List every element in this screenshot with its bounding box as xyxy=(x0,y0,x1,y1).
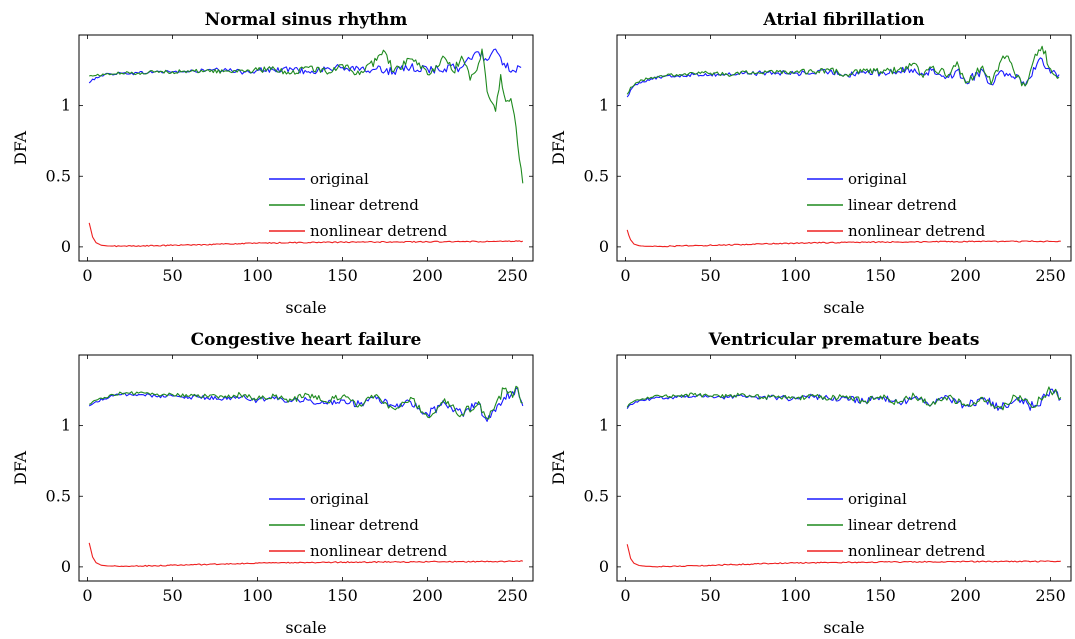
chart-title: Ventricular premature beats xyxy=(708,330,980,350)
legend-label: original xyxy=(310,490,369,508)
x-tick-label: 50 xyxy=(700,586,720,605)
subplot-3: Congestive heart failure 0 50 100 150 200 250 0… xyxy=(11,330,534,637)
x-tick-label: 100 xyxy=(242,586,273,605)
series-group xyxy=(626,45,1061,248)
chart-title: Normal sinus rhythm xyxy=(205,10,408,30)
series-line-nonlinear-detrend xyxy=(88,222,523,248)
series-line-nonlinear-detrend xyxy=(88,542,523,568)
x-axis-label: scale xyxy=(823,618,864,637)
y-tick-label: 0.5 xyxy=(46,486,71,505)
x-tick-label: 250 xyxy=(497,266,528,285)
axes-frame xyxy=(78,34,534,262)
legend-label: nonlinear detrend xyxy=(310,222,448,240)
axes-frame xyxy=(616,34,1072,262)
chart-title: Atrial fibrillation xyxy=(762,10,924,30)
x-tick-label: 150 xyxy=(327,586,358,605)
x-tick-label: 200 xyxy=(412,586,443,605)
y-axis-label: DFA xyxy=(11,451,30,486)
legend-label: linear detrend xyxy=(310,516,419,534)
y-axis-label: DFA xyxy=(549,131,568,166)
x-tick-label: 250 xyxy=(497,586,528,605)
y-tick-label: 1 xyxy=(61,96,71,115)
y-tick-label: 0 xyxy=(599,237,609,256)
x-axis-label: scale xyxy=(285,298,326,317)
x-tick-label: 150 xyxy=(327,266,358,285)
series-group xyxy=(88,48,524,248)
legend-label: nonlinear detrend xyxy=(848,222,986,240)
y-axis-label: DFA xyxy=(11,131,30,166)
legend-label: linear detrend xyxy=(848,516,957,534)
y-tick-label: 1 xyxy=(599,96,609,115)
x-tick-label: 250 xyxy=(1035,266,1066,285)
legend-label: original xyxy=(310,170,369,188)
x-tick-label: 50 xyxy=(162,586,182,605)
y-tick-label: 0.5 xyxy=(584,166,609,185)
series-group xyxy=(88,385,524,568)
x-tick-label: 50 xyxy=(700,266,720,285)
y-tick-label: 0 xyxy=(599,557,609,576)
legend-label: linear detrend xyxy=(310,196,419,214)
x-tick-label: 100 xyxy=(242,266,273,285)
y-tick-label: 0 xyxy=(61,237,71,256)
axes-frame xyxy=(616,354,1072,582)
x-tick-label: 150 xyxy=(865,266,896,285)
series-line-original xyxy=(626,388,1062,411)
series-line-original xyxy=(626,57,1060,98)
x-axis-label: scale xyxy=(285,618,326,637)
x-tick-label: 50 xyxy=(162,266,182,285)
series-line-linear-detrend xyxy=(89,48,524,184)
subplot-1: Normal sinus rhythm 0 50 100 150 200 250 0 0.5 1 s… xyxy=(11,10,534,317)
series-line-linear-detrend xyxy=(88,385,523,420)
x-tick-label: 0 xyxy=(82,266,92,285)
y-tick-label: 0 xyxy=(61,557,71,576)
y-tick-label: 0.5 xyxy=(584,486,609,505)
chart-title: Congestive heart failure xyxy=(191,330,422,350)
y-tick-label: 1 xyxy=(599,416,609,435)
x-tick-label: 0 xyxy=(620,586,630,605)
series-group xyxy=(626,386,1062,568)
x-tick-label: 200 xyxy=(950,586,981,605)
x-tick-label: 0 xyxy=(82,586,92,605)
x-tick-label: 0 xyxy=(620,266,630,285)
legend-label: linear detrend xyxy=(848,196,957,214)
legend-label: original xyxy=(848,170,907,188)
x-axis-label: scale xyxy=(823,298,864,317)
series-line-original xyxy=(88,387,524,422)
x-tick-label: 200 xyxy=(950,266,981,285)
x-tick-label: 100 xyxy=(780,266,811,285)
x-tick-label: 200 xyxy=(412,266,443,285)
subplot-2: Atrial fibrillation 0 50 100 150 200 250 0 0.5 1 s… xyxy=(549,10,1072,317)
x-tick-label: 100 xyxy=(780,586,811,605)
x-tick-label: 250 xyxy=(1035,586,1066,605)
series-line-linear-detrend xyxy=(626,45,1060,95)
legend-label: nonlinear detrend xyxy=(848,542,986,560)
series-line-nonlinear-detrend xyxy=(626,229,1061,248)
legend-label: nonlinear detrend xyxy=(310,542,448,560)
subplot-4: Ventricular premature beats 0 50 100 150 200 2… xyxy=(549,330,1072,637)
x-tick-label: 150 xyxy=(865,586,896,605)
series-line-nonlinear-detrend xyxy=(626,544,1061,568)
series-line-linear-detrend xyxy=(626,386,1062,411)
y-tick-label: 1 xyxy=(61,416,71,435)
legend-label: original xyxy=(848,490,907,508)
y-tick-label: 0.5 xyxy=(46,166,71,185)
y-axis-label: DFA xyxy=(549,451,568,486)
axes-frame xyxy=(78,354,534,582)
